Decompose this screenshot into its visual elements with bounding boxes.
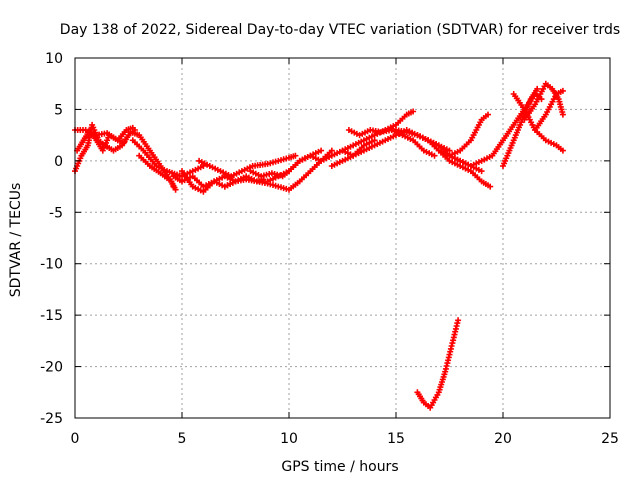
series-track-6 bbox=[136, 152, 177, 190]
y-tick-label: 0 bbox=[54, 154, 63, 170]
series-track-24 bbox=[414, 317, 462, 411]
x-axis-label: GPS time / hours bbox=[281, 459, 398, 475]
x-tick-label: 20 bbox=[494, 431, 512, 447]
series-track-23 bbox=[532, 87, 566, 133]
x-tick-label: 15 bbox=[387, 431, 405, 447]
plus-markers bbox=[435, 111, 491, 159]
series-track-9 bbox=[196, 152, 299, 180]
series-track-15 bbox=[345, 127, 438, 159]
series-track-3 bbox=[72, 127, 128, 146]
plus-markers bbox=[136, 152, 177, 190]
plus-markers bbox=[339, 108, 417, 154]
x-tick-label: 0 bbox=[71, 431, 80, 447]
x-tick-label: 5 bbox=[178, 431, 187, 447]
y-tick-label: 10 bbox=[45, 51, 63, 67]
plus-markers bbox=[532, 87, 566, 133]
plus-markers bbox=[129, 137, 207, 180]
y-axis-label: SDTVAR / TECUs bbox=[8, 183, 24, 298]
y-tick-label: -5 bbox=[49, 205, 63, 221]
plus-markers bbox=[414, 317, 462, 411]
plus-markers bbox=[521, 80, 566, 123]
series-track-22 bbox=[521, 80, 566, 123]
y-tick-label: -20 bbox=[40, 360, 63, 376]
y-tick-label: -15 bbox=[40, 308, 63, 324]
y-tick-label: -25 bbox=[40, 411, 63, 427]
series-track-18 bbox=[435, 111, 491, 159]
y-tick-label: 5 bbox=[54, 102, 63, 118]
y-tick-label: -10 bbox=[40, 257, 63, 273]
x-tick-label: 10 bbox=[280, 431, 298, 447]
plus-markers bbox=[196, 152, 299, 180]
x-tick-label: 25 bbox=[601, 431, 619, 447]
x-axis-ticks: 0 5 10 15 20 25 bbox=[71, 58, 619, 447]
data-series bbox=[72, 80, 566, 411]
plus-markers bbox=[345, 127, 438, 159]
series-track-5 bbox=[129, 137, 207, 180]
chart-title: Day 138 of 2022, Sidereal Day-to-day VTE… bbox=[60, 22, 620, 38]
y-axis-ticks: -25 -20 -15 -10 -5 0 5 10 bbox=[40, 51, 610, 427]
plot-frame bbox=[74, 57, 611, 419]
grid-lines bbox=[75, 58, 610, 418]
